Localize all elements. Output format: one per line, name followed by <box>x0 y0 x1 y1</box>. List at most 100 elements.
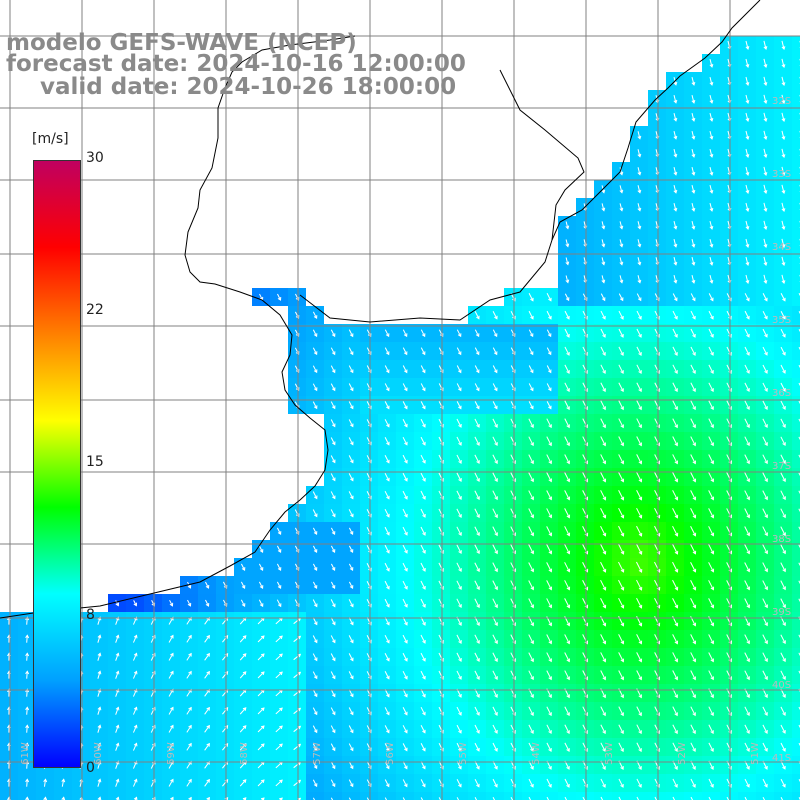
wind-arrow <box>44 797 46 800</box>
wind-arrow-head <box>566 370 570 374</box>
wind-arrow-head <box>638 460 643 465</box>
wind-arrow <box>744 598 750 608</box>
wind-arrow-head <box>566 604 571 609</box>
wind-arrow-head <box>368 639 372 644</box>
wind-arrow <box>240 563 246 571</box>
wind-arrow <box>510 580 516 590</box>
wind-arrow-head <box>530 765 534 770</box>
wind-arrow-head <box>710 694 714 699</box>
wind-arrow <box>637 149 641 157</box>
wind-arrow <box>654 454 660 464</box>
wind-arrow-head <box>25 742 30 747</box>
wind-arrow-head <box>386 513 390 518</box>
wind-arrow-head <box>439 333 444 338</box>
wind-arrow <box>762 400 768 410</box>
wind-arrow <box>618 597 624 609</box>
wind-arrow <box>762 508 768 518</box>
wind-arrow-head <box>170 742 174 747</box>
wind-arrow <box>420 724 426 734</box>
wind-arrow-head <box>440 604 444 608</box>
wind-arrow-head <box>494 315 498 320</box>
wind-arrow-head <box>458 747 462 752</box>
wind-arrow-head <box>97 742 102 747</box>
wind-arrow <box>276 545 282 553</box>
wind-arrow-head <box>97 796 102 800</box>
wind-arrow-head <box>673 297 678 302</box>
wind-arrow <box>222 671 228 679</box>
wind-arrow-head <box>512 712 516 717</box>
wind-arrow-head <box>602 478 607 483</box>
wind-arrow <box>618 507 624 519</box>
wind-arrow <box>132 617 138 625</box>
wind-arrow-head <box>566 568 571 573</box>
wind-arrow-head <box>187 602 192 607</box>
wind-arrow <box>115 671 119 679</box>
wind-arrow-head <box>188 778 192 783</box>
wind-arrow-head <box>548 405 552 410</box>
wind-arrow <box>61 779 65 787</box>
wind-arrow <box>312 491 318 499</box>
wind-arrow <box>636 382 642 392</box>
wind-arrow-head <box>386 639 390 644</box>
wind-arrow-head <box>781 154 786 159</box>
wind-arrow-head <box>493 333 498 338</box>
wind-arrow-head <box>656 748 660 753</box>
wind-arrow <box>600 670 606 680</box>
wind-arrow-head <box>566 658 570 663</box>
wind-arrow <box>26 617 28 625</box>
wind-arrow-head <box>277 549 282 553</box>
wind-arrow <box>600 328 606 338</box>
wind-arrow-head <box>602 766 606 770</box>
wind-arrow <box>780 400 786 410</box>
wind-arrow <box>402 490 408 500</box>
wind-arrow-head <box>547 351 552 356</box>
wind-arrow-head <box>692 352 696 356</box>
wind-arrow <box>186 707 192 715</box>
wind-arrow-head <box>764 514 768 519</box>
wind-arrow <box>565 221 569 229</box>
wind-arrow-head <box>259 603 264 608</box>
wind-arrow <box>582 598 588 608</box>
wind-arrow <box>582 490 588 500</box>
wind-arrow-head <box>710 783 714 788</box>
wind-arrow-head <box>277 296 282 301</box>
wind-arrow-head <box>494 783 498 788</box>
wind-arrow <box>168 671 174 679</box>
wind-arrow-head <box>349 585 354 589</box>
wind-arrow <box>62 797 65 800</box>
wind-arrow-head <box>764 586 768 591</box>
wind-arrow-head <box>565 225 570 230</box>
speed-cell <box>792 36 800 54</box>
wind-arrow-head <box>440 729 444 734</box>
wind-arrow <box>293 653 301 661</box>
wind-arrow <box>474 652 480 662</box>
wind-arrow-head <box>368 387 372 392</box>
wind-arrow <box>726 580 732 590</box>
wind-arrow-head <box>710 586 715 591</box>
wind-arrow-head <box>458 496 462 501</box>
wind-arrow <box>420 797 424 800</box>
wind-arrow <box>708 526 714 536</box>
wind-arrow <box>132 725 138 733</box>
wind-arrow-head <box>476 783 480 788</box>
wind-arrow <box>492 670 498 680</box>
wind-arrow <box>672 670 678 680</box>
wind-arrow <box>402 418 408 428</box>
wind-arrow <box>384 634 390 644</box>
wind-arrow-head <box>691 81 696 86</box>
wind-arrow-head <box>763 280 768 285</box>
wind-arrow <box>744 670 750 680</box>
wind-arrow <box>330 401 336 409</box>
wind-arrow <box>582 634 588 644</box>
wind-arrow <box>257 725 265 733</box>
wind-arrow-head <box>692 658 697 663</box>
speed-cell <box>792 198 800 216</box>
wind-arrow <box>474 526 480 536</box>
wind-arrow <box>492 401 498 409</box>
wind-arrow-head <box>170 652 174 657</box>
wind-arrow <box>708 328 714 338</box>
wind-arrow <box>762 742 768 752</box>
wind-arrow <box>312 671 318 679</box>
wind-arrow <box>781 220 785 230</box>
